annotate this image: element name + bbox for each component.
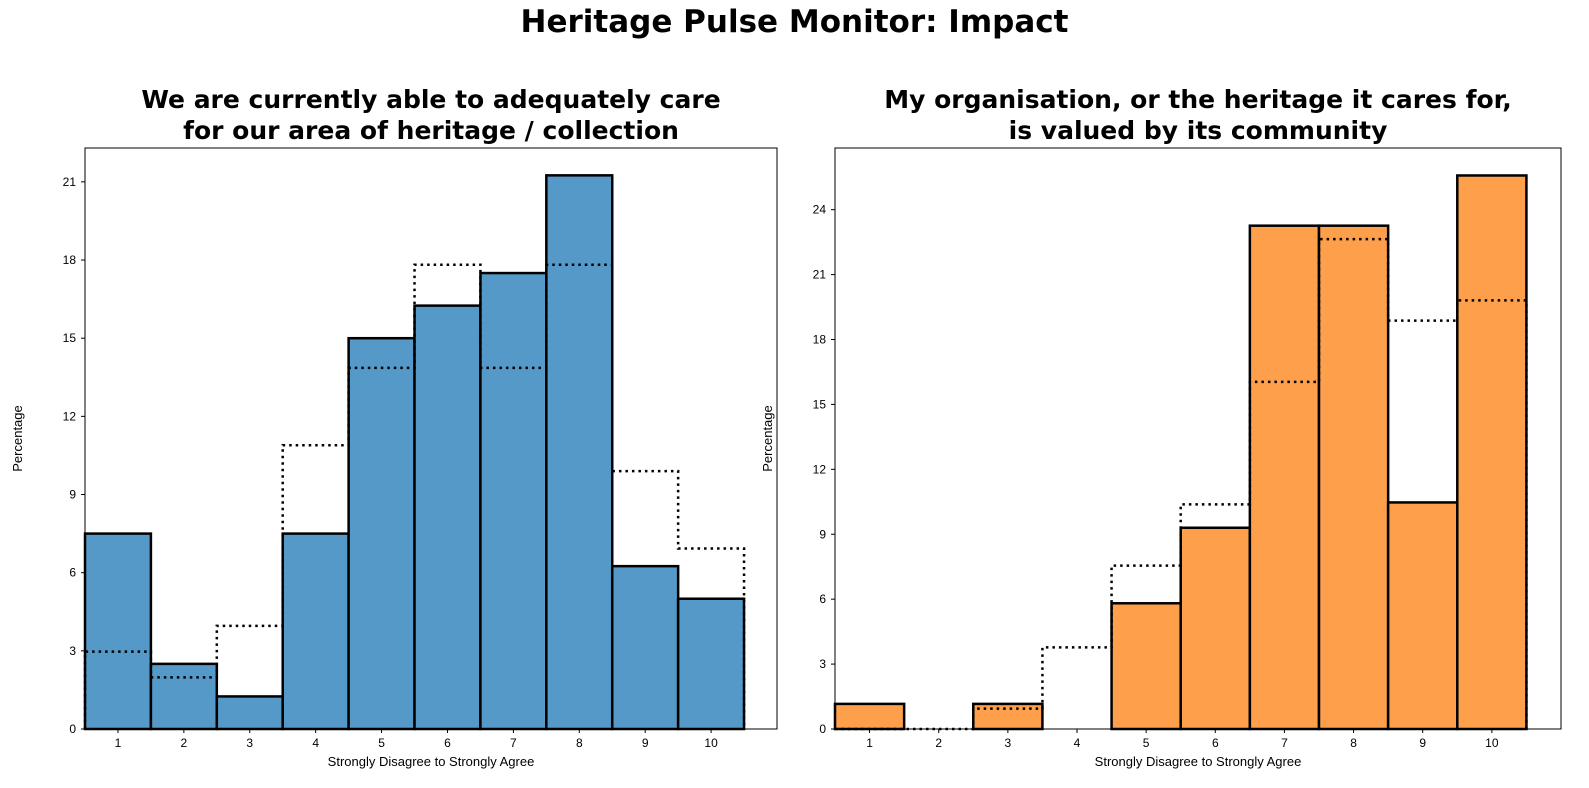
chart-2-xtick-label-4: 4	[1074, 736, 1081, 750]
chart-1-xtick-label-9: 9	[642, 736, 649, 750]
chart-1-xtick-label-2: 2	[181, 736, 188, 750]
chart-2-xtick-label-7: 7	[1281, 736, 1288, 750]
chart-2-ytick-label-6: 6	[819, 592, 826, 606]
chart-2-ytick-label-15: 15	[813, 397, 827, 411]
chart-1-ytick-label-18: 18	[63, 253, 77, 267]
chart-2-ytick-label-24: 24	[813, 203, 827, 217]
chart-1-xtick-label-1: 1	[115, 736, 122, 750]
chart-1-xtick-label-7: 7	[510, 736, 517, 750]
chart-2-bar-1	[833, 702, 906, 731]
chart-1-bar-6	[413, 304, 482, 731]
chart-2-xtick-label-6: 6	[1212, 736, 1219, 750]
chart-1-bar-9	[610, 564, 680, 731]
chart-2-bar-7	[1248, 224, 1321, 731]
chart-2-ytick-label-12: 12	[813, 462, 827, 476]
chart-1-xtick-label-6: 6	[444, 736, 451, 750]
chart-1-bar-8	[545, 174, 614, 731]
chart-1-xtick-label-5: 5	[378, 736, 385, 750]
chart-1-bar-10	[676, 597, 746, 731]
chart-1-ytick-label-12: 12	[63, 409, 77, 423]
chart-2-bar-10	[1456, 174, 1528, 731]
chart-1-bar-5	[347, 336, 416, 731]
chart-2-ylabel: Percentage	[760, 405, 775, 472]
chart-1-ytick-label-0: 0	[69, 722, 76, 736]
chart-1-bar-2	[149, 662, 219, 731]
chart-2-bar-3	[972, 702, 1044, 731]
chart-2-xtick-label-10: 10	[1485, 736, 1499, 750]
chart-1-xlabel: Strongly Disagree to Strongly Agree	[328, 754, 535, 769]
chart-1-ylabel: Percentage	[10, 405, 25, 472]
chart-2-bar-8	[1317, 224, 1390, 731]
chart-1-bar-7	[479, 271, 548, 731]
chart-2-comparison-step	[835, 237, 1528, 731]
chart-2-title-line-2: is valued by its community	[1008, 116, 1388, 145]
chart-2-ytick-label-3: 3	[819, 657, 826, 671]
chart-2-xtick-label-8: 8	[1350, 736, 1357, 750]
chart-2-xlabel: Strongly Disagree to Strongly Agree	[1095, 754, 1302, 769]
chart-1-xtick-label-8: 8	[576, 736, 583, 750]
chart-1-bar-3	[215, 695, 284, 731]
chart-2-bar-5	[1110, 602, 1182, 731]
chart-1-xtick-label-10: 10	[704, 736, 718, 750]
chart-1-xtick-label-4: 4	[312, 736, 319, 750]
chart-2-bar-9	[1386, 501, 1459, 731]
chart-1-title: We are currently able to adequately care…	[85, 84, 777, 146]
chart-2-title: My organisation, or the heritage it care…	[835, 84, 1561, 146]
chart-2-xtick-label-2: 2	[935, 736, 942, 750]
chart-2-xtick-label-3: 3	[1005, 736, 1012, 750]
chart-2-xtick-label-5: 5	[1143, 736, 1150, 750]
chart-2-ytick-label-9: 9	[819, 527, 826, 541]
chart-2-xtick-label-9: 9	[1419, 736, 1426, 750]
page-title: Heritage Pulse Monitor: Impact	[520, 4, 1069, 40]
chart-1-comparison-step	[83, 263, 746, 729]
chart-1-title-line-2: for our area of heritage / collection	[183, 116, 679, 145]
chart-2-bar-6	[1179, 526, 1252, 731]
chart-2-ytick-label-0: 0	[819, 722, 826, 736]
chart-1-ytick-label-3: 3	[69, 644, 76, 658]
chart-1-ytick-label-6: 6	[69, 566, 76, 580]
chart-1-bar-4	[281, 532, 350, 731]
chart-2-xtick-label-1: 1	[866, 736, 873, 750]
chart-1-xtick-label-3: 3	[246, 736, 253, 750]
chart-1-title-line-1: We are currently able to adequately care	[141, 85, 721, 114]
chart-2-ytick-label-21: 21	[813, 268, 827, 282]
chart-2-title-line-1: My organisation, or the heritage it care…	[884, 85, 1512, 114]
chart-1-ytick-label-9: 9	[69, 488, 76, 502]
chart-1-bar-1	[83, 532, 153, 731]
chart-1-ytick-label-21: 21	[63, 175, 77, 189]
chart-2-ytick-label-18: 18	[813, 333, 827, 347]
chart-1-ytick-label-15: 15	[63, 331, 77, 345]
